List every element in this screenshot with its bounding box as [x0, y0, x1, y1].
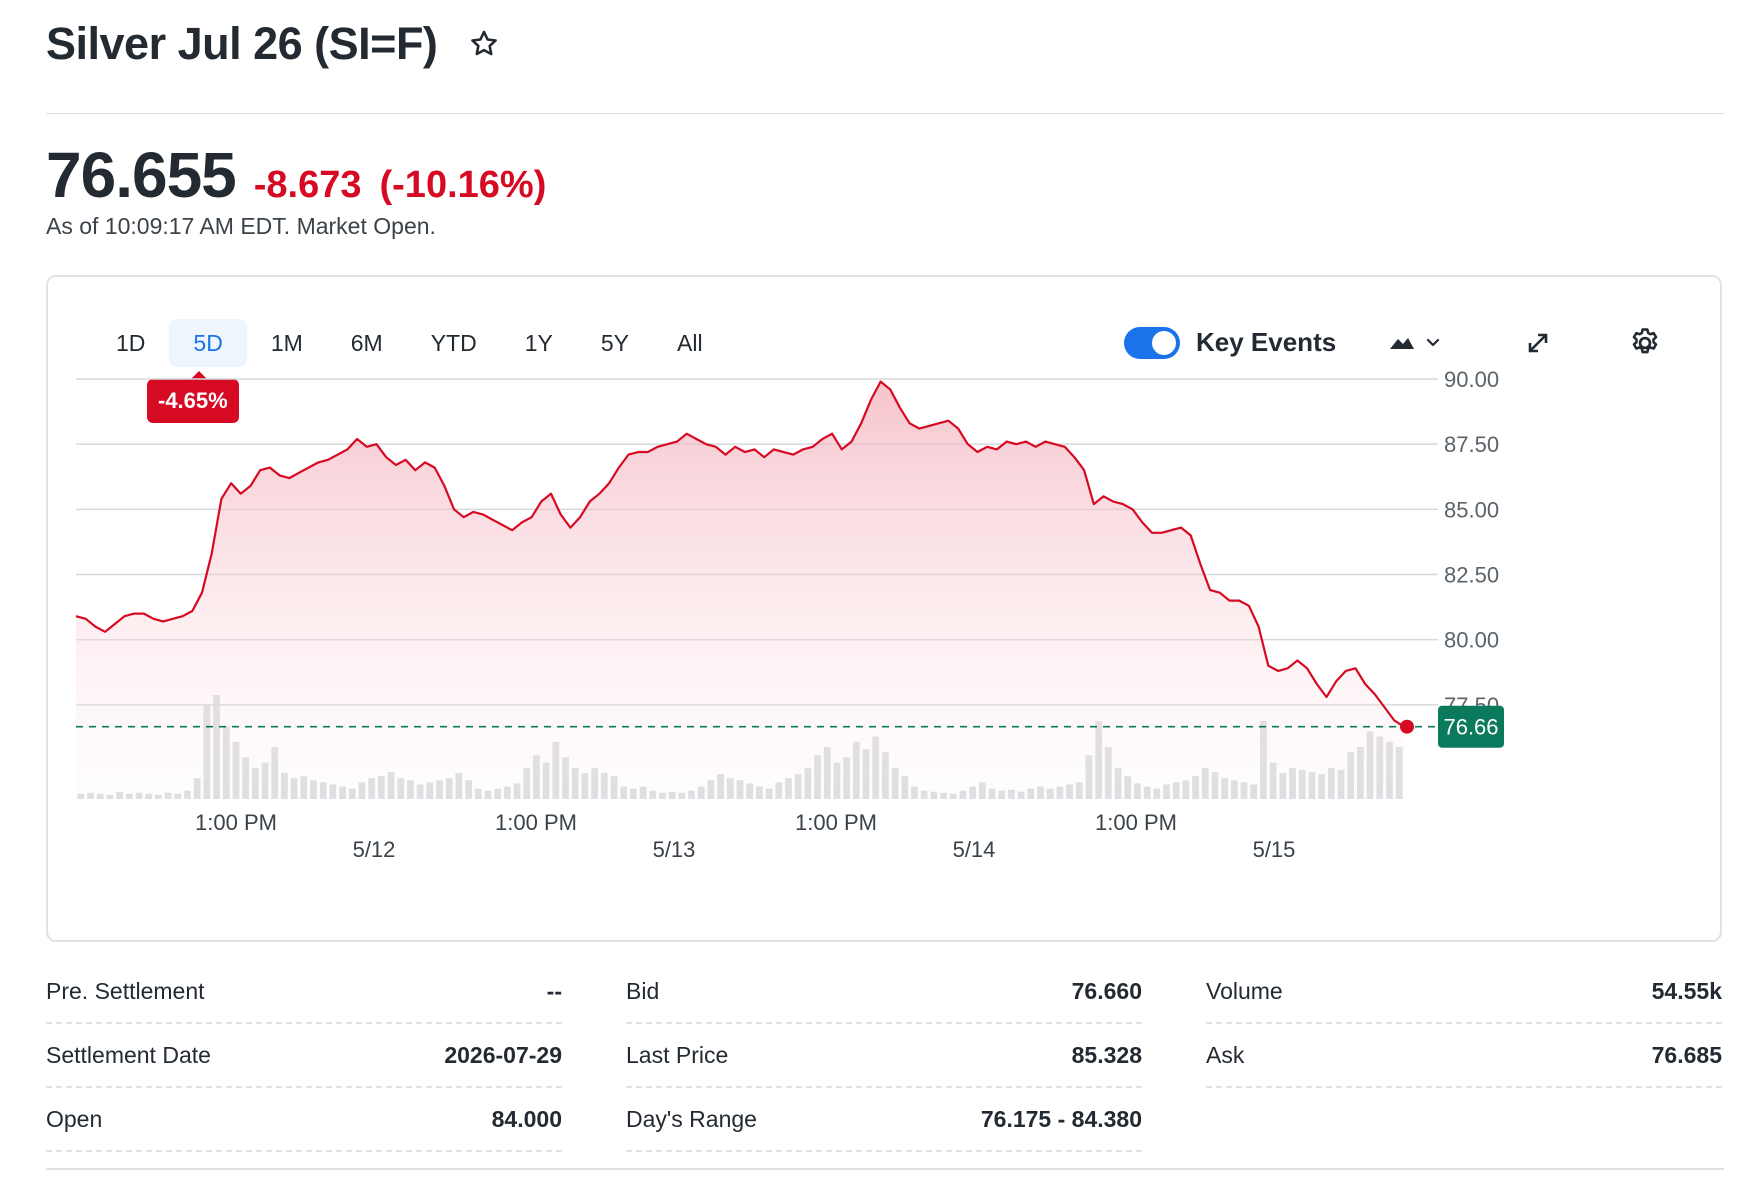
- price-area: [76, 381, 1404, 799]
- page-title: Silver Jul 26 (SI=F): [46, 18, 438, 69]
- stat-value: 2026-07-29: [444, 1041, 562, 1068]
- stat-value: --: [546, 977, 562, 1004]
- stat-label: Last Price: [626, 1041, 729, 1068]
- stat-row: Open 84.000: [46, 1088, 562, 1152]
- gear-icon[interactable]: [1628, 326, 1662, 360]
- range-5y[interactable]: 5Y: [600, 330, 629, 356]
- market-status: As of 10:09:17 AM EDT. Market Open.: [46, 213, 436, 239]
- star-icon[interactable]: [467, 27, 501, 61]
- expand-icon[interactable]: [1522, 327, 1554, 359]
- footer-divider: [46, 1168, 1724, 1170]
- chevron-down-icon: [1426, 338, 1440, 347]
- range-all[interactable]: All: [677, 330, 703, 356]
- x-time-label: 1:00 PM: [195, 810, 277, 835]
- price-change-percent: (-10.16%): [379, 164, 547, 206]
- stat-value: 76.685: [1651, 1041, 1722, 1068]
- current-price: 76.655: [46, 139, 237, 211]
- stat-label: Volume: [1206, 977, 1283, 1004]
- toggle-knob: [1152, 331, 1176, 355]
- price-line: [75, 380, 1405, 728]
- y-tick-label: 82.50: [1444, 563, 1499, 588]
- current-price-badge: [1438, 705, 1504, 748]
- price-chart[interactable]: 90.0087.5085.0082.5080.0077.5076.661:00 …: [48, 277, 1720, 940]
- y-tick-label: 80.00: [1444, 628, 1499, 653]
- stat-value: 76.660: [1071, 977, 1142, 1004]
- stat-label: Pre. Settlement: [46, 977, 205, 1004]
- x-time-label: 1:00 PM: [1095, 810, 1177, 835]
- quote-row: 76.655 -8.673 (-10.16%): [46, 138, 546, 212]
- range-ytd[interactable]: YTD: [430, 330, 477, 356]
- stat-row: Pre. Settlement --: [46, 960, 562, 1024]
- chart-card: 1D 5D 1M 6M YTD 1Y 5Y All -4.65% Key Eve…: [46, 275, 1722, 942]
- x-date-label: 5/15: [1253, 837, 1296, 862]
- range-1d[interactable]: 1D: [116, 330, 146, 356]
- range-1m[interactable]: 1M: [270, 330, 303, 356]
- chart-type-dropdown[interactable]: [1386, 327, 1446, 359]
- last-point-marker: [1400, 719, 1414, 734]
- stat-value: 84.000: [491, 1105, 562, 1132]
- current-price-label: 76.66: [1443, 715, 1498, 740]
- stat-row: Ask 76.685: [1206, 1024, 1722, 1088]
- stat-label: Settlement Date: [46, 1041, 211, 1068]
- price-change: -8.673: [253, 164, 362, 206]
- x-time-label: 1:00 PM: [795, 810, 877, 835]
- x-date-label: 5/12: [353, 837, 396, 862]
- mountain-chart-icon: [1390, 338, 1414, 349]
- stat-label: Bid: [626, 977, 660, 1004]
- range-6m[interactable]: 6M: [350, 330, 383, 356]
- y-tick-label: 85.00: [1444, 497, 1499, 522]
- stat-row: Settlement Date 2026-07-29: [46, 1024, 562, 1088]
- stat-row: Volume 54.55k: [1206, 960, 1722, 1024]
- x-time-label: 1:00 PM: [495, 810, 577, 835]
- stat-label: Ask: [1206, 1041, 1245, 1068]
- key-events-toggle[interactable]: [1124, 327, 1180, 359]
- stat-label: Open: [46, 1105, 103, 1132]
- x-date-label: 5/14: [953, 837, 996, 862]
- range-selector: 1D 5D 1M 6M YTD 1Y 5Y All: [92, 319, 727, 367]
- stat-value: 85.328: [1071, 1041, 1142, 1068]
- stats-column-3: Volume 54.55k Ask 76.685: [1206, 960, 1722, 1088]
- y-tick-label: 87.50: [1444, 432, 1499, 457]
- key-events-label: Key Events: [1196, 327, 1337, 357]
- stats-column-1: Pre. Settlement -- Settlement Date 2026-07…: [46, 960, 562, 1152]
- stat-row: Bid 76.660: [626, 960, 1142, 1024]
- stats-column-2: Bid 76.660 Last Price 85.328 Day's Range 76…: [626, 960, 1142, 1152]
- y-tick-label: 90.00: [1444, 367, 1499, 392]
- range-1y[interactable]: 1Y: [524, 330, 553, 356]
- range-5d[interactable]: 5D: [169, 319, 247, 367]
- period-change-badge: -4.65%: [147, 371, 239, 423]
- stat-row: Last Price 85.328: [626, 1024, 1142, 1088]
- stat-value: 76.175 - 84.380: [980, 1105, 1142, 1132]
- stat-row: Day's Range 76.175 - 84.380: [626, 1088, 1142, 1152]
- stat-label: Day's Range: [626, 1105, 757, 1132]
- header-divider: [46, 113, 1724, 114]
- stat-value: 54.55k: [1651, 977, 1722, 1004]
- title-row: Silver Jul 26 (SI=F): [46, 18, 501, 70]
- x-date-label: 5/13: [653, 837, 696, 862]
